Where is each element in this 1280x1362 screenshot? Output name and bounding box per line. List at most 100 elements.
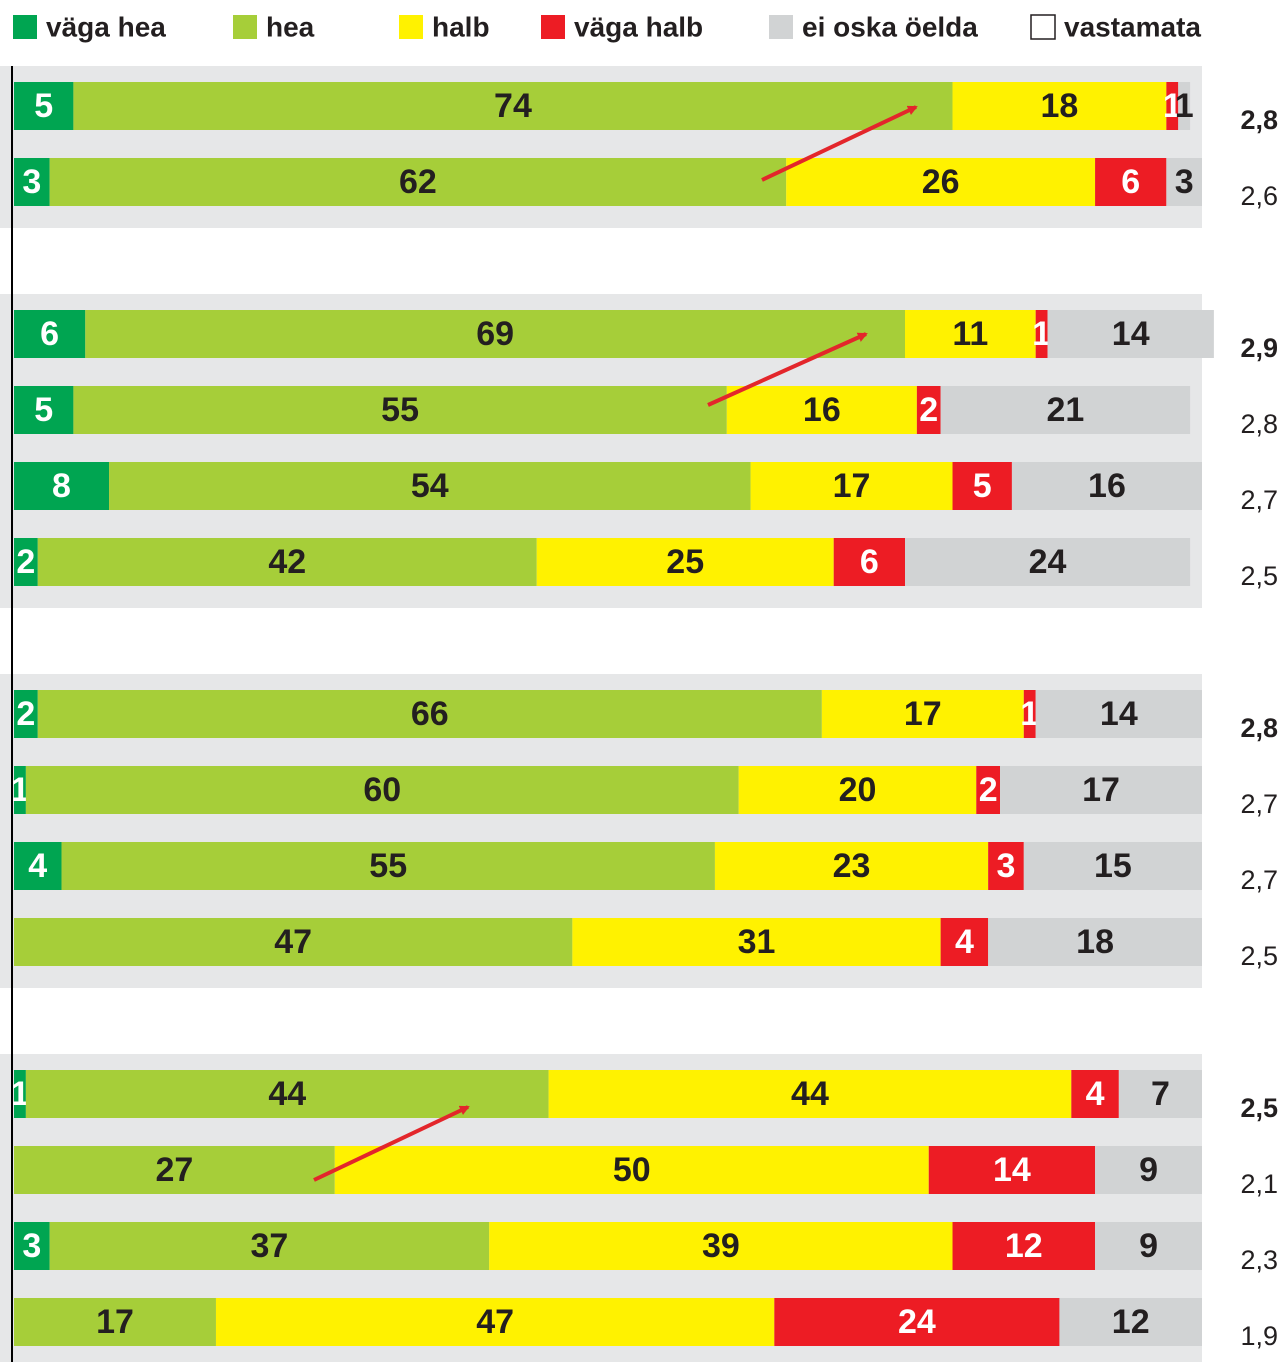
mean-label: 2,8: [1240, 105, 1278, 135]
data-label: 14: [1112, 315, 1150, 353]
bar-segment: [14, 1222, 50, 1270]
bar-segment: [750, 462, 953, 510]
data-label: 4: [28, 847, 47, 885]
bar-segment: [25, 766, 739, 814]
bar-segment: [714, 842, 989, 890]
data-label: 54: [411, 467, 449, 505]
data-label: 21: [1046, 391, 1084, 429]
bar-segment: [726, 386, 917, 434]
arrow: [313, 1105, 470, 1182]
bar-segment: [14, 386, 74, 434]
bar-segment: [1095, 158, 1167, 206]
data-label: 1: [1032, 315, 1051, 353]
data-label: 42: [268, 543, 306, 581]
bar-segment: [14, 1298, 216, 1346]
legend-label: ei oska öelda: [802, 11, 978, 42]
bar-segment: [14, 842, 62, 890]
bar-segment: [61, 842, 715, 890]
data-label: 14: [1100, 695, 1138, 733]
data-label: 1: [10, 771, 29, 809]
bar-segment: [1178, 82, 1191, 130]
data-label: 44: [268, 1075, 306, 1113]
legend-swatch: [233, 15, 257, 39]
bar-segment: [14, 538, 38, 586]
legend-swatch: [13, 15, 37, 39]
mean-label: 2,1: [1240, 1169, 1278, 1199]
data-label: 24: [1029, 543, 1067, 581]
data-label: 16: [1088, 467, 1126, 505]
data-label: 25: [666, 543, 704, 581]
data-label: 37: [251, 1227, 289, 1265]
bar-segment: [821, 690, 1024, 738]
mean-label: 1,9: [1240, 1321, 1278, 1351]
bar-segment: [14, 462, 110, 510]
mean-label: 2,3: [1240, 1245, 1278, 1275]
bar-segment: [215, 1298, 775, 1346]
data-label: 39: [702, 1227, 740, 1265]
bar-segment: [109, 462, 751, 510]
bar-segment: [952, 462, 1012, 510]
bar-segment: [952, 1222, 1096, 1270]
arrow: [707, 332, 868, 407]
bar-segment: [14, 82, 74, 130]
bar-segment: [49, 158, 787, 206]
mean-label: 2,7: [1240, 865, 1278, 895]
bar-segment: [940, 386, 1191, 434]
mean-label: 2,5: [1240, 941, 1278, 971]
data-label: 55: [369, 847, 407, 885]
data-label: 47: [274, 923, 312, 961]
bar-segment: [976, 766, 1001, 814]
bar-segment: [548, 1070, 1072, 1118]
data-label: 5: [973, 467, 992, 505]
data-label: 9: [1139, 1151, 1158, 1189]
data-label: 23: [833, 847, 871, 885]
data-label: 62: [399, 163, 437, 201]
data-label: 6: [1121, 163, 1140, 201]
bar-segment: [536, 538, 834, 586]
legend-label: hea: [266, 11, 315, 42]
mean-label: 2,6: [1240, 181, 1278, 211]
legend-swatch: [1030, 14, 1056, 40]
data-label: 5: [34, 87, 53, 125]
bar-segment: [1059, 1298, 1202, 1346]
bar-segment: [1035, 690, 1202, 738]
bar-segment: [1095, 1146, 1202, 1194]
legend-swatch: [399, 15, 423, 39]
data-label: 3: [22, 163, 41, 201]
bar-segment: [1166, 82, 1179, 130]
data-label: 17: [1082, 771, 1120, 809]
bar-segment: [940, 918, 989, 966]
bar-segment: [14, 918, 573, 966]
data-label: 66: [411, 695, 449, 733]
data-label: 16: [803, 391, 841, 429]
bar-segment: [73, 386, 727, 434]
data-label: 20: [839, 771, 877, 809]
arrow: [761, 105, 918, 182]
legend-label: väga hea: [46, 11, 166, 42]
bar-segment: [1035, 310, 1048, 358]
mean-label: 2,5: [1240, 1093, 1278, 1123]
mean-label: 2,7: [1240, 789, 1278, 819]
bar-segment: [1047, 310, 1214, 358]
data-label: 27: [155, 1151, 193, 1189]
data-label: 1: [1175, 87, 1194, 125]
bar-segment: [1000, 766, 1202, 814]
bar-segment: [14, 1070, 26, 1118]
mean-label: 2,8: [1240, 409, 1278, 439]
bar-segment: [1071, 1070, 1119, 1118]
data-label: 50: [613, 1151, 651, 1189]
data-label: 17: [96, 1303, 134, 1341]
data-label: 17: [904, 695, 942, 733]
bar-segment: [786, 158, 1096, 206]
bar-segment: [1118, 1070, 1202, 1118]
legend-label: halb: [432, 11, 490, 42]
data-label: 5: [34, 391, 53, 429]
bar-segment: [49, 1222, 490, 1270]
data-label: 47: [476, 1303, 514, 1341]
data-label: 74: [494, 87, 532, 125]
data-label: 60: [363, 771, 401, 809]
bar-segment: [334, 1146, 929, 1194]
bar-segment: [988, 842, 1024, 890]
bar-segment: [928, 1146, 1096, 1194]
